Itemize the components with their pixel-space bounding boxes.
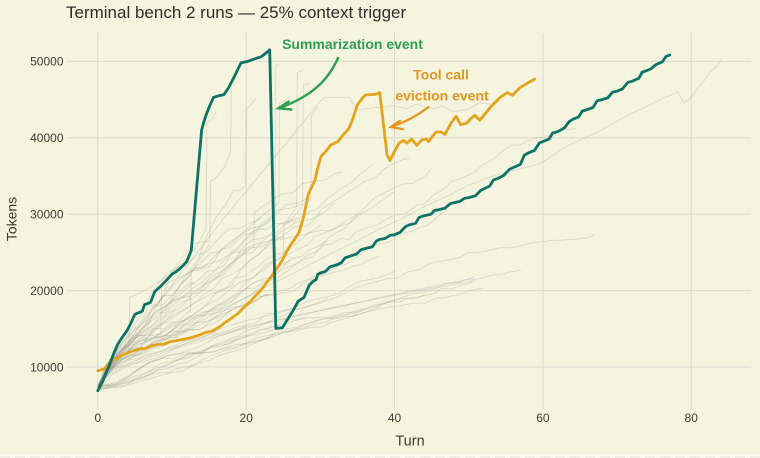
- svg-text:10000: 10000: [30, 360, 64, 374]
- svg-text:Tokens: Tokens: [4, 197, 20, 241]
- svg-text:20: 20: [240, 411, 254, 425]
- svg-text:30000: 30000: [30, 208, 64, 222]
- svg-text:50000: 50000: [30, 55, 64, 69]
- svg-text:40: 40: [388, 411, 402, 425]
- svg-text:20000: 20000: [30, 284, 64, 298]
- svg-text:40000: 40000: [30, 131, 64, 145]
- svg-text:eviction event: eviction event: [395, 87, 489, 103]
- svg-text:Summarization event: Summarization event: [282, 36, 423, 52]
- svg-text:Turn: Turn: [395, 433, 424, 449]
- svg-text:Terminal bench 2 runs — 25% co: Terminal bench 2 runs — 25% context trig…: [66, 3, 407, 22]
- svg-text:80: 80: [685, 411, 699, 425]
- svg-text:0: 0: [94, 411, 101, 425]
- svg-text:Tool call: Tool call: [413, 67, 469, 83]
- svg-text:60: 60: [536, 411, 550, 425]
